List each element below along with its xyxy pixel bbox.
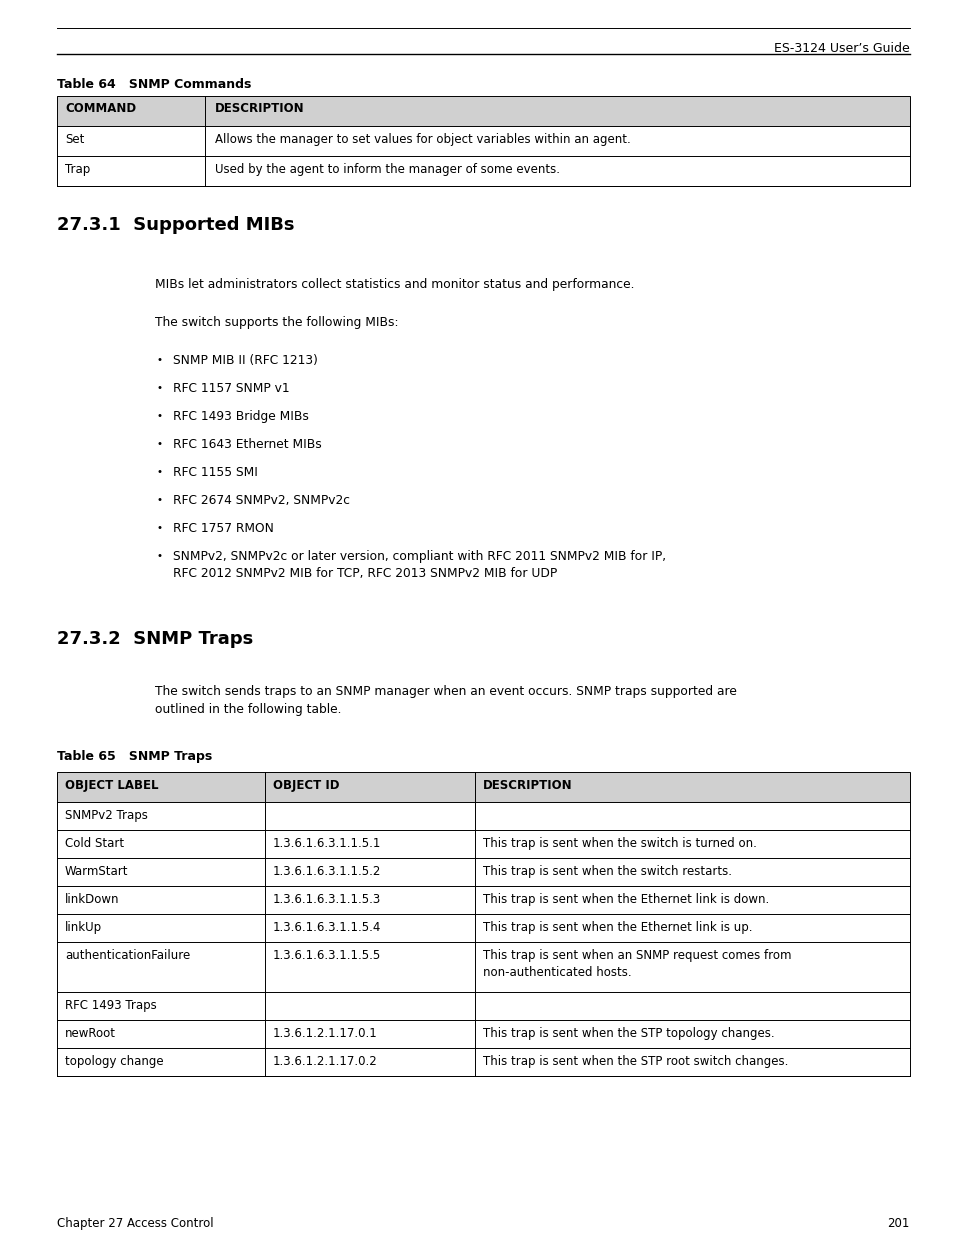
Text: DESCRIPTION: DESCRIPTION <box>482 779 572 792</box>
Text: •: • <box>157 551 163 561</box>
Text: Cold Start: Cold Start <box>65 837 124 850</box>
Text: Set: Set <box>65 133 84 146</box>
Text: SNMPv2 Traps: SNMPv2 Traps <box>65 809 148 823</box>
Text: RFC 2674 SNMPv2, SNMPv2c: RFC 2674 SNMPv2, SNMPv2c <box>172 494 350 508</box>
Text: •: • <box>157 467 163 477</box>
Text: This trap is sent when the Ethernet link is down.: This trap is sent when the Ethernet link… <box>482 893 768 906</box>
Text: SNMPv2, SNMPv2c or later version, compliant with RFC 2011 SNMPv2 MIB for IP,
RFC: SNMPv2, SNMPv2c or later version, compli… <box>172 550 665 580</box>
Text: The switch sends traps to an SNMP manager when an event occurs. SNMP traps suppo: The switch sends traps to an SNMP manage… <box>154 685 736 715</box>
Bar <box>57 96 909 186</box>
Text: newRoot: newRoot <box>65 1028 116 1040</box>
Text: RFC 1157 SNMP v1: RFC 1157 SNMP v1 <box>172 382 290 395</box>
Text: RFC 1493 Bridge MIBs: RFC 1493 Bridge MIBs <box>172 410 309 424</box>
Text: RFC 1643 Ethernet MIBs: RFC 1643 Ethernet MIBs <box>172 438 321 451</box>
Text: This trap is sent when an SNMP request comes from
non-authenticated hosts.: This trap is sent when an SNMP request c… <box>482 948 791 979</box>
Text: 1.3.6.1.6.3.1.1.5.5: 1.3.6.1.6.3.1.1.5.5 <box>273 948 381 962</box>
Text: WarmStart: WarmStart <box>65 864 129 878</box>
Text: Trap: Trap <box>65 163 91 177</box>
Text: ES-3124 User’s Guide: ES-3124 User’s Guide <box>774 42 909 56</box>
Text: 1.3.6.1.2.1.17.0.1: 1.3.6.1.2.1.17.0.1 <box>273 1028 377 1040</box>
Text: This trap is sent when the Ethernet link is up.: This trap is sent when the Ethernet link… <box>482 921 752 934</box>
Text: This trap is sent when the switch is turned on.: This trap is sent when the switch is tur… <box>482 837 756 850</box>
Text: •: • <box>157 438 163 450</box>
Text: RFC 1757 RMON: RFC 1757 RMON <box>172 522 274 535</box>
Text: DESCRIPTION: DESCRIPTION <box>214 103 304 115</box>
Text: RFC 1493 Traps: RFC 1493 Traps <box>65 999 156 1011</box>
Text: linkUp: linkUp <box>65 921 102 934</box>
Text: Table 64   SNMP Commands: Table 64 SNMP Commands <box>57 78 251 91</box>
Bar <box>57 772 909 802</box>
Text: OBJECT LABEL: OBJECT LABEL <box>65 779 158 792</box>
Text: 1.3.6.1.6.3.1.1.5.3: 1.3.6.1.6.3.1.1.5.3 <box>273 893 381 906</box>
Text: 1.3.6.1.6.3.1.1.5.1: 1.3.6.1.6.3.1.1.5.1 <box>273 837 381 850</box>
Text: Allows the manager to set values for object variables within an agent.: Allows the manager to set values for obj… <box>214 133 630 146</box>
Text: 1.3.6.1.6.3.1.1.5.4: 1.3.6.1.6.3.1.1.5.4 <box>273 921 381 934</box>
Text: •: • <box>157 383 163 393</box>
Text: •: • <box>157 411 163 421</box>
Text: RFC 1155 SMI: RFC 1155 SMI <box>172 466 257 479</box>
Text: linkDown: linkDown <box>65 893 119 906</box>
Text: The switch supports the following MIBs:: The switch supports the following MIBs: <box>154 316 398 329</box>
Text: 1.3.6.1.2.1.17.0.2: 1.3.6.1.2.1.17.0.2 <box>273 1055 377 1068</box>
Bar <box>57 96 909 126</box>
Text: Used by the agent to inform the manager of some events.: Used by the agent to inform the manager … <box>214 163 559 177</box>
Text: SNMP MIB II (RFC 1213): SNMP MIB II (RFC 1213) <box>172 354 317 367</box>
Bar <box>57 772 909 1076</box>
Text: •: • <box>157 495 163 505</box>
Text: 1.3.6.1.6.3.1.1.5.2: 1.3.6.1.6.3.1.1.5.2 <box>273 864 381 878</box>
Text: topology change: topology change <box>65 1055 164 1068</box>
Text: COMMAND: COMMAND <box>65 103 136 115</box>
Text: •: • <box>157 354 163 366</box>
Text: This trap is sent when the STP topology changes.: This trap is sent when the STP topology … <box>482 1028 774 1040</box>
Text: This trap is sent when the STP root switch changes.: This trap is sent when the STP root swit… <box>482 1055 787 1068</box>
Text: Chapter 27 Access Control: Chapter 27 Access Control <box>57 1216 213 1230</box>
Text: 201: 201 <box>886 1216 909 1230</box>
Text: Table 65   SNMP Traps: Table 65 SNMP Traps <box>57 750 212 763</box>
Text: OBJECT ID: OBJECT ID <box>273 779 339 792</box>
Text: 27.3.1  Supported MIBs: 27.3.1 Supported MIBs <box>57 216 294 233</box>
Text: •: • <box>157 522 163 534</box>
Text: MIBs let administrators collect statistics and monitor status and performance.: MIBs let administrators collect statisti… <box>154 278 634 291</box>
Text: This trap is sent when the switch restarts.: This trap is sent when the switch restar… <box>482 864 731 878</box>
Text: 27.3.2  SNMP Traps: 27.3.2 SNMP Traps <box>57 630 253 648</box>
Text: authenticationFailure: authenticationFailure <box>65 948 190 962</box>
